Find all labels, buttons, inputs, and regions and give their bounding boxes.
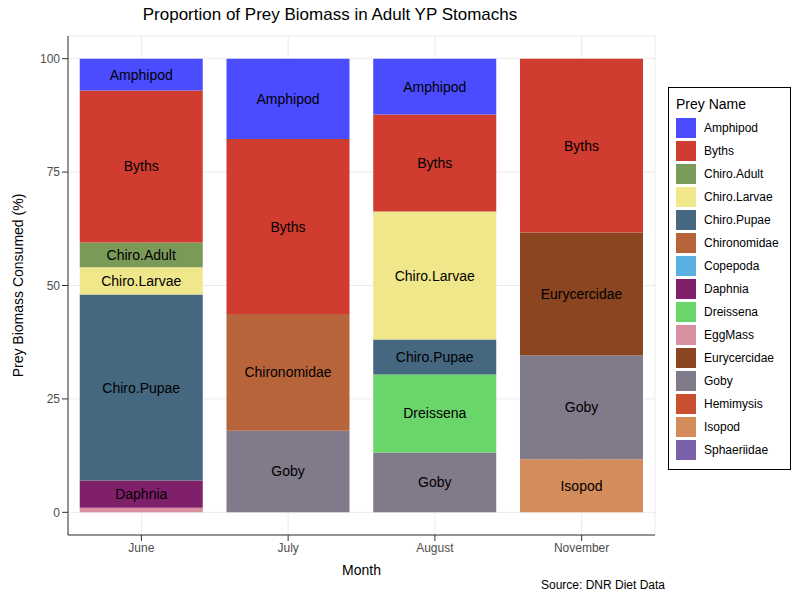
html-text:Chiro.Adult: Chiro.Adult: [704, 166, 764, 181]
html-text:Sphaeriidae: Sphaeriidae: [704, 442, 769, 457]
svg-text:Daphnia: Daphnia: [115, 486, 167, 502]
svg-text:Prey Biomass Consumed (%): Prey Biomass Consumed (%): [10, 194, 26, 378]
svg-text:Chironomidae: Chironomidae: [244, 364, 331, 380]
svg-text:Dreissena: Dreissena: [403, 405, 466, 421]
html-text:Goby: Goby: [704, 373, 733, 388]
svg-text:0: 0: [53, 506, 60, 520]
svg-text:Chiro.Pupae: Chiro.Pupae: [102, 380, 180, 396]
svg-text:Byths: Byths: [564, 138, 599, 154]
svg-text:June: June: [128, 541, 154, 555]
svg-text:Goby: Goby: [565, 399, 598, 415]
svg-text:Byths: Byths: [270, 219, 305, 235]
svg-text:Amphipod: Amphipod: [256, 91, 319, 107]
svg-text:Goby: Goby: [418, 474, 451, 490]
html-text:Chiro.Pupae: Chiro.Pupae: [704, 212, 771, 227]
html-text:Daphnia: Daphnia: [704, 281, 749, 296]
svg-text:Chiro.Larvae: Chiro.Larvae: [395, 268, 475, 284]
svg-text:Chiro.Pupae: Chiro.Pupae: [396, 349, 474, 365]
html-text:Byths: Byths: [704, 143, 734, 158]
html-text:EggMass: EggMass: [704, 327, 754, 342]
svg-text:Isopod: Isopod: [560, 478, 602, 494]
svg-text:July: July: [277, 541, 298, 555]
svg-text:100: 100: [40, 52, 60, 66]
svg-text:25: 25: [47, 392, 61, 406]
svg-text:Goby: Goby: [271, 463, 304, 479]
svg-text:Chiro.Adult: Chiro.Adult: [107, 247, 176, 263]
svg-text:Amphipod: Amphipod: [403, 79, 466, 95]
html-text:Copepoda: Copepoda: [704, 258, 760, 273]
svg-text:Month: Month: [342, 562, 381, 578]
html-text:Isopod: Isopod: [704, 419, 740, 434]
svg-text:50: 50: [47, 279, 61, 293]
svg-text:Byths: Byths: [417, 155, 452, 171]
html-text:Source: DNR Diet Data: Source: DNR Diet Data: [541, 578, 665, 592]
html-text:Amphipod: Amphipod: [704, 120, 758, 135]
svg-text:November: November: [554, 541, 609, 555]
html-text:Proportion of Prey Biomass in: Proportion of Prey Biomass in Adult YP S…: [142, 5, 518, 24]
html-text:Prey Name: Prey Name: [676, 96, 746, 112]
svg-text:75: 75: [47, 165, 61, 179]
html-text:Hemimysis: Hemimysis: [704, 396, 763, 411]
html-text:Chiro.Larvae: Chiro.Larvae: [704, 189, 773, 204]
html-text:Eurycercidae: Eurycercidae: [704, 350, 774, 365]
html-text:Dreissena: Dreissena: [704, 304, 758, 319]
svg-text:Eurycercidae: Eurycercidae: [541, 286, 623, 302]
html-text:Chironomidae: Chironomidae: [704, 235, 779, 250]
svg-text:Byths: Byths: [124, 158, 159, 174]
svg-text:Amphipod: Amphipod: [110, 67, 173, 83]
svg-text:Chiro.Larvae: Chiro.Larvae: [101, 273, 181, 289]
svg-text:August: August: [416, 541, 454, 555]
